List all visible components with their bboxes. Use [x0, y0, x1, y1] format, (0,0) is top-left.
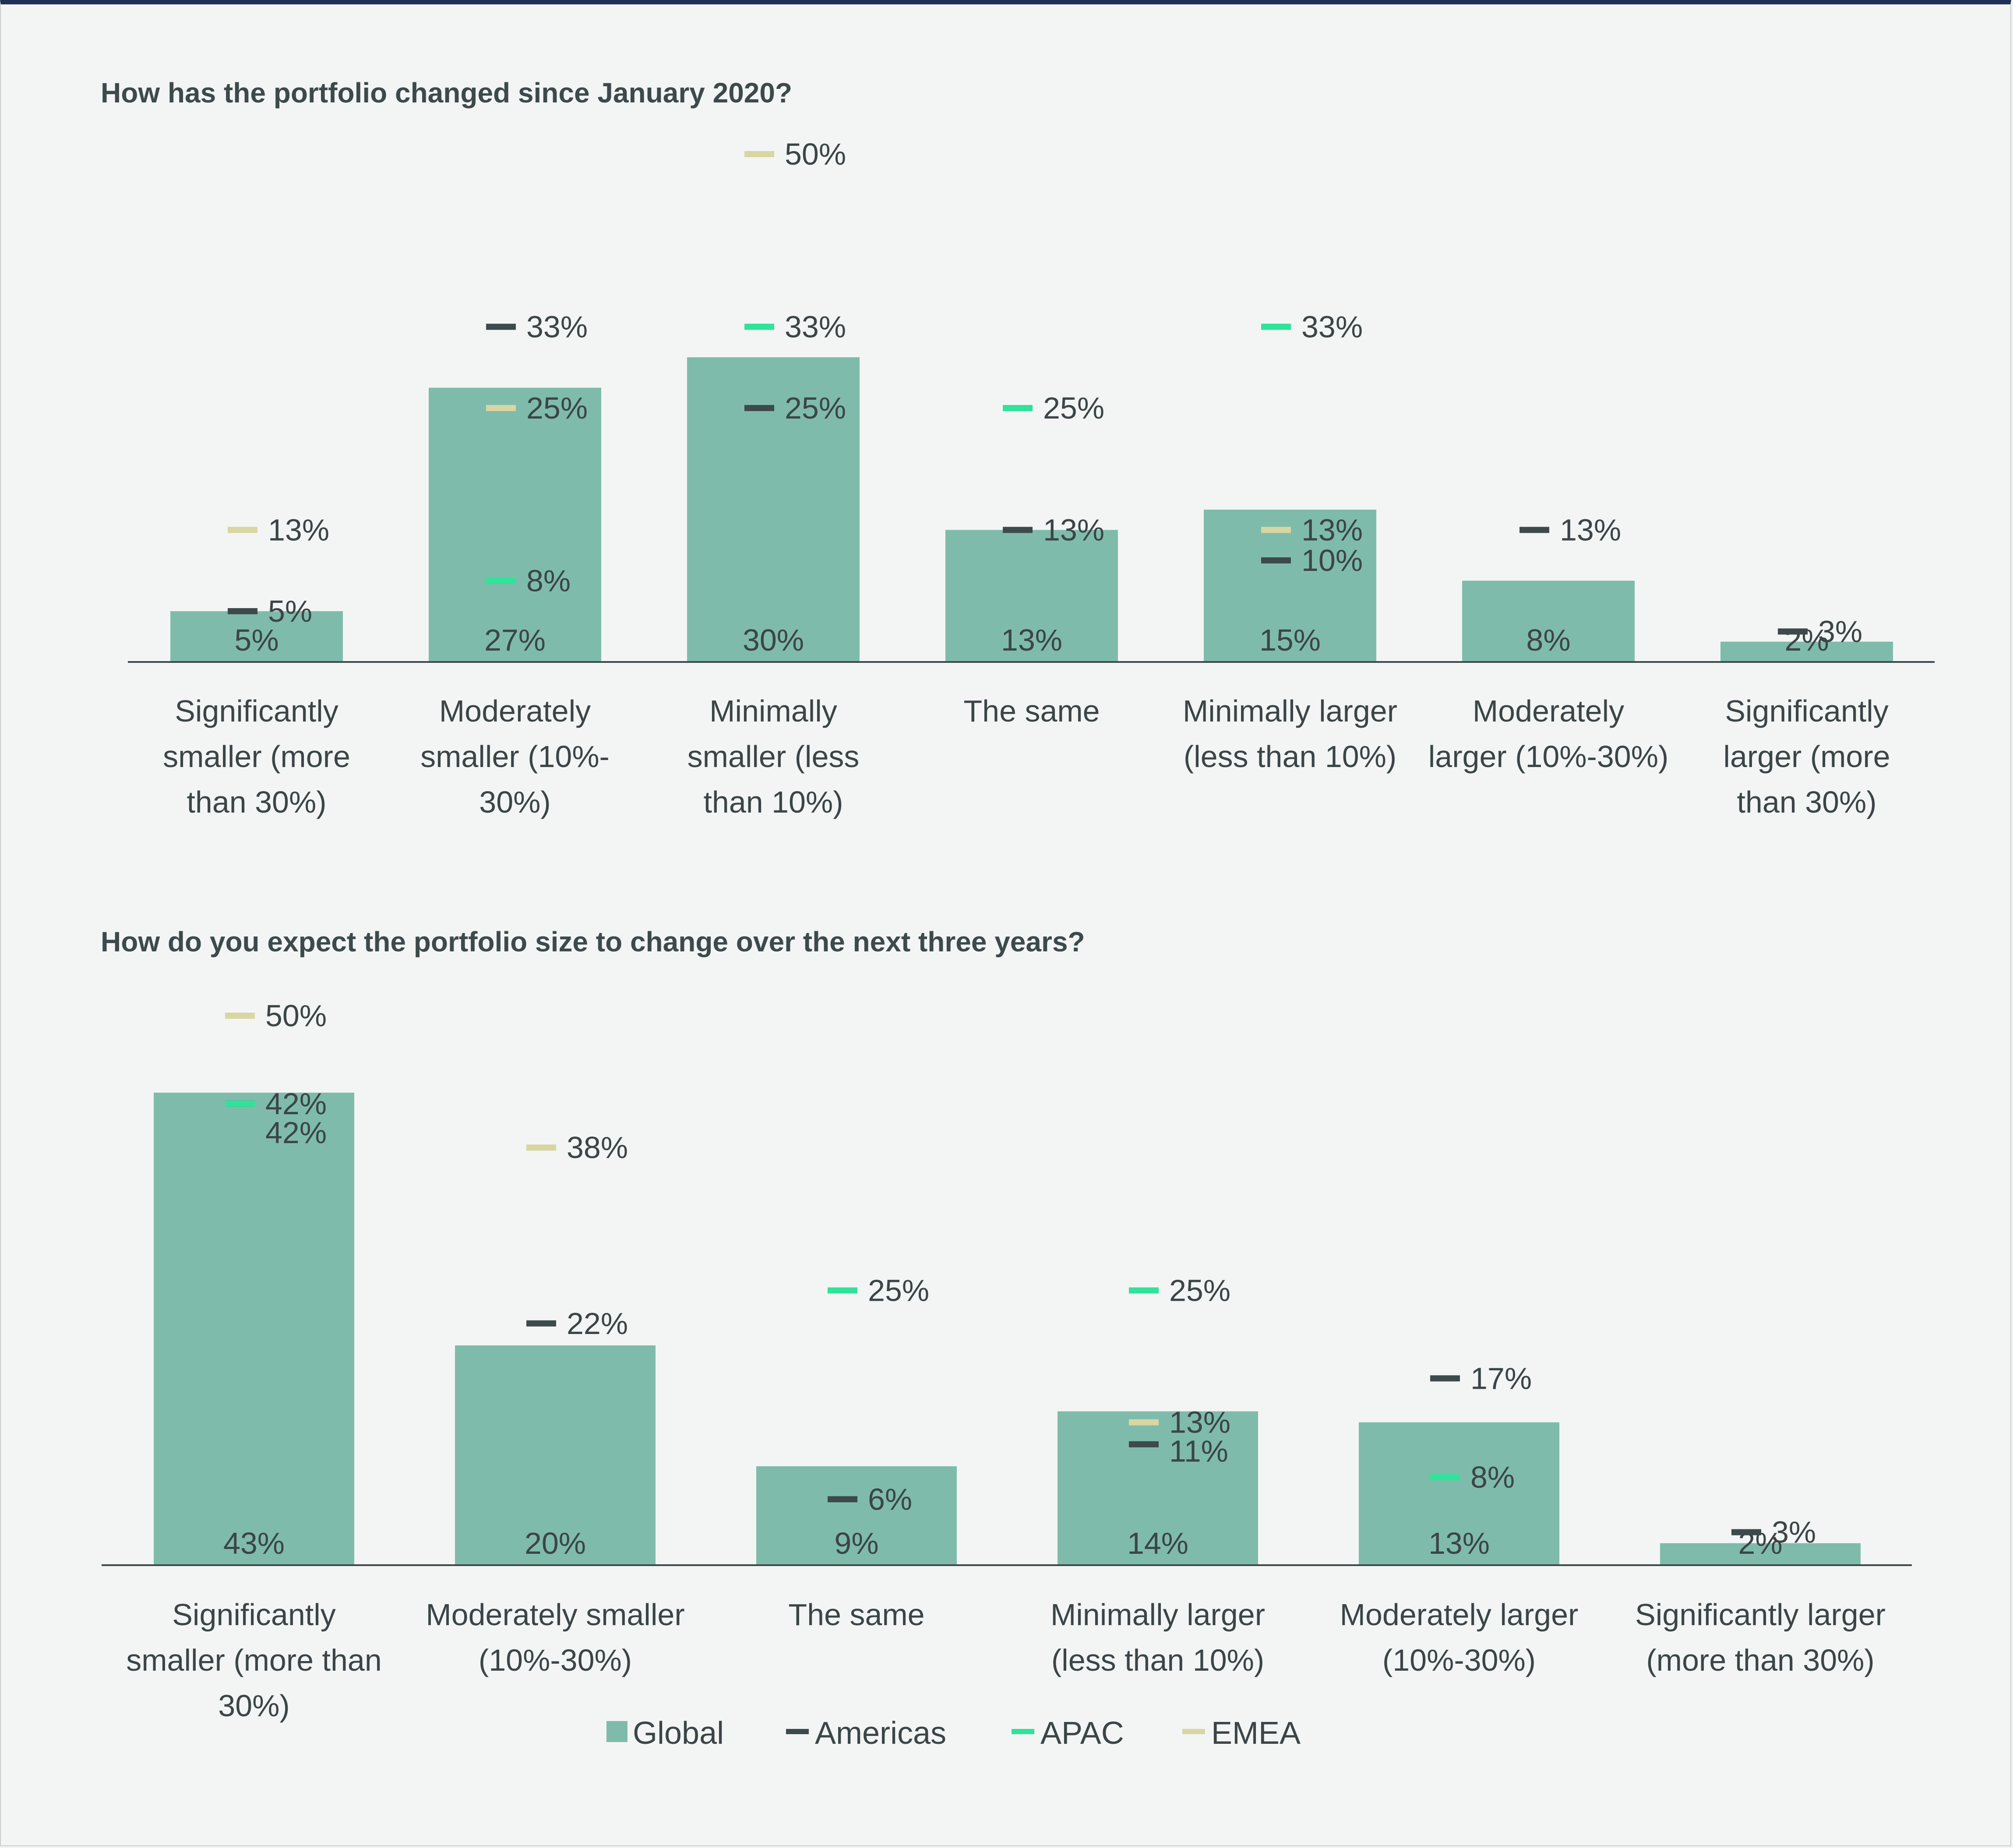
legend-swatch-apac	[1012, 1729, 1034, 1734]
chart1-marker-emea-2	[744, 151, 774, 157]
chart1-marker-emea-1	[486, 405, 516, 411]
chart2-marker-label-americas-3: 11%	[1169, 1434, 1228, 1468]
chart2-marker-label-apac-4: 8%	[1470, 1460, 1515, 1494]
chart2-marker-apac-2	[828, 1288, 857, 1294]
chart1-marker-apac-2	[744, 324, 774, 330]
chart-canvas: How has the portfolio changed since Janu…	[0, 0, 2013, 1848]
chart1-marker-americas-2	[744, 405, 774, 411]
chart1-marker-americas-3	[1003, 527, 1033, 533]
chart1-marker-label-emea-0: 13%	[268, 513, 329, 547]
chart1-bar-label-3: 13%	[1001, 623, 1062, 657]
legend-label-americas: Americas	[815, 1716, 946, 1751]
chart1-bar-label-5: 8%	[1526, 623, 1570, 657]
chart1-category-label-2: Minimally smaller (less than 10%)	[687, 694, 860, 819]
chart2-marker-label-emea-0: 50%	[265, 999, 327, 1033]
chart1-bar-global-1	[429, 388, 601, 662]
chart1-marker-americas-6	[1778, 628, 1808, 634]
chart2-marker-label-apac-0: 42%	[265, 1116, 327, 1150]
chart1-marker-label-americas-4: 10%	[1301, 543, 1363, 577]
chart1-marker-emea-4	[1261, 527, 1291, 533]
chart2-category-label-5: Significantly larger (more than 30%)	[1635, 1598, 1886, 1677]
chart2-marker-apac-0	[225, 1101, 255, 1107]
chart1-category-label-3: The same	[963, 694, 1100, 728]
chart2-bar-label-4: 13%	[1428, 1526, 1490, 1560]
chart1-marker-label-apac-2: 33%	[785, 310, 846, 344]
chart2-marker-label-emea-1: 38%	[567, 1130, 628, 1165]
chart2-marker-label-americas-5: 3%	[1772, 1515, 1816, 1549]
chart1-marker-label-emea-4: 13%	[1301, 513, 1363, 547]
chart2-bar-global-0	[154, 1093, 354, 1565]
chart2-marker-emea-1	[526, 1144, 556, 1151]
chart1-marker-label-americas-3: 13%	[1043, 513, 1104, 547]
legend-swatch-global	[606, 1721, 628, 1742]
chart2-marker-label-americas-2: 6%	[868, 1482, 912, 1516]
chart1-bar-label-1: 27%	[484, 623, 546, 657]
chart2-category-label-0: Significantly smaller (more than 30%)	[126, 1598, 382, 1723]
chart1-marker-americas-4	[1261, 557, 1291, 563]
chart2-marker-apac-3	[1129, 1288, 1159, 1294]
chart1-marker-label-apac-1: 8%	[526, 563, 571, 598]
chart1-category-label-1: Moderately smaller (10%-30%)	[420, 694, 610, 819]
chart2-marker-label-americas-1: 22%	[567, 1306, 628, 1341]
chart2-marker-label-apac-3: 25%	[1169, 1274, 1230, 1308]
chart1-marker-label-apac-3: 25%	[1043, 391, 1104, 425]
chart2-marker-americas-2	[828, 1496, 857, 1502]
legend-label-apac: APAC	[1040, 1716, 1124, 1751]
chart1-marker-americas-5	[1519, 527, 1549, 533]
chart2-marker-label-americas-4: 17%	[1470, 1361, 1532, 1395]
chart1-marker-apac-1	[486, 577, 516, 584]
chart1-marker-apac-4	[1261, 324, 1291, 330]
chart2-category-label-1: Moderately smaller (10%-30%)	[426, 1598, 684, 1677]
chart2-category-label-3: Minimally larger (less than 10%)	[1051, 1598, 1265, 1677]
chart1-plot: 5% 27% 30% 13% 15% 8% 2%13%5%33%25%8%50%33%25%…	[128, 137, 1935, 819]
chart2-bar-label-0: 43%	[223, 1526, 285, 1560]
chart1-title: How has the portfolio changed since Janu…	[101, 77, 792, 109]
chart1-marker-label-emea-2: 50%	[785, 137, 846, 171]
legend: Global Americas APAC EMEA	[606, 1716, 1301, 1751]
chart2-bar-label-1: 20%	[525, 1526, 586, 1560]
chart2-marker-apac-4	[1430, 1474, 1460, 1480]
legend-label-global: Global	[633, 1716, 724, 1751]
chart2-marker-americas-4	[1430, 1375, 1460, 1381]
chart2-marker-label-apac-2: 25%	[868, 1274, 929, 1308]
chart1-marker-label-americas-6: 3%	[1818, 614, 1862, 648]
chart1-category-label-6: Significantly larger (more than 30%)	[1723, 694, 1890, 819]
chart1-bar-label-4: 15%	[1259, 623, 1321, 657]
chart1-category-label-5: Moderately larger (10%-30%)	[1428, 694, 1669, 774]
chart1-marker-americas-1	[486, 324, 516, 330]
chart1-bar-label-2: 30%	[743, 623, 804, 657]
chart2-marker-americas-5	[1731, 1529, 1761, 1535]
chart2-plot: 43% 20% 9% 14% 13% 2%50%42%42% 38%22%25%6%25%1…	[102, 999, 1912, 1723]
chart2-category-label-2: The same	[788, 1598, 924, 1632]
legend-label-emea: EMEA	[1211, 1716, 1301, 1751]
chart2-category-label-4: Moderately larger (10%-30%)	[1340, 1598, 1579, 1677]
chart1-marker-emea-0	[228, 527, 257, 533]
chart2-marker-americas-1	[526, 1320, 556, 1327]
chart2-marker-americas-3	[1129, 1441, 1159, 1447]
chart1-marker-apac-3	[1003, 405, 1033, 411]
chart1-marker-americas-0	[228, 608, 257, 614]
legend-swatch-emea	[1182, 1729, 1205, 1734]
chart1-marker-label-americas-2: 25%	[785, 391, 846, 425]
chart1-marker-label-americas-0: 5%	[268, 594, 312, 628]
chart2-bar-label-2: 9%	[834, 1526, 878, 1560]
chart1-marker-label-emea-1: 25%	[526, 391, 588, 425]
legend-swatch-americas	[786, 1729, 809, 1734]
chart1-marker-label-americas-1: 33%	[526, 310, 588, 344]
chart1-marker-label-americas-5: 13%	[1560, 513, 1621, 547]
chart1-category-label-4: Minimally larger (less than 10%)	[1183, 694, 1397, 774]
chart2-bar-label-3: 14%	[1127, 1526, 1188, 1560]
chart2-marker-emea-0	[225, 1013, 255, 1019]
chart2-title: How do you expect the portfolio size to …	[101, 926, 1085, 957]
chart1-marker-label-apac-4: 33%	[1301, 310, 1363, 344]
chart2-marker-emea-3	[1129, 1419, 1159, 1426]
chart1-category-label-0: Significantly smaller (more than 30%)	[163, 694, 350, 819]
